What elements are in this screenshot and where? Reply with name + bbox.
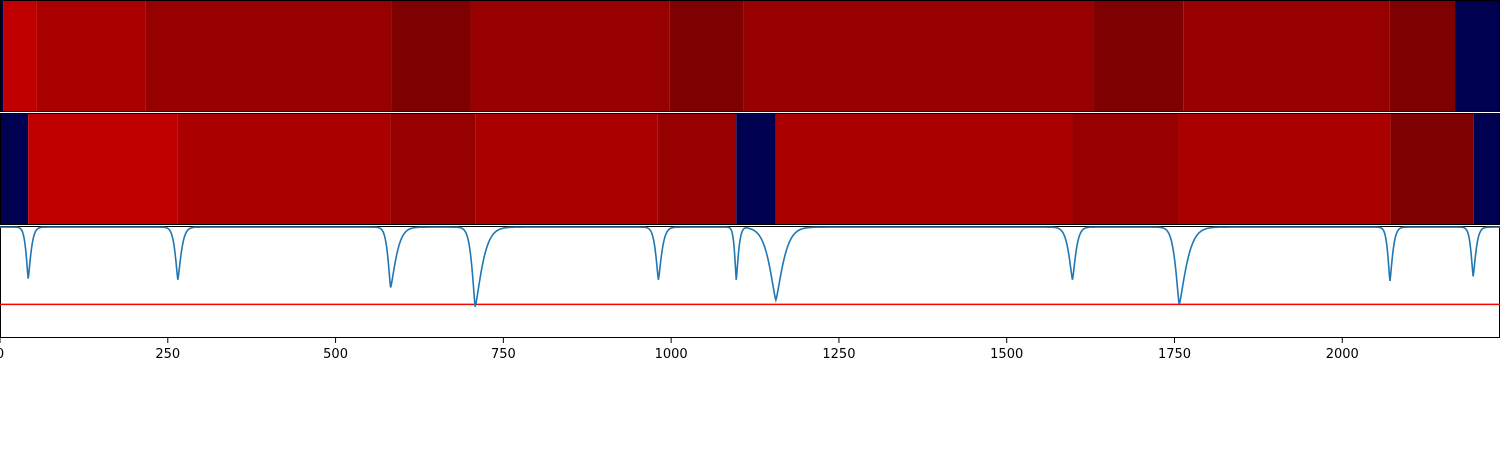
line-panel-frame: [0, 226, 1500, 338]
middle-heatmap-cell-8: [1072, 113, 1179, 225]
x-tick-label-250: 250: [155, 347, 180, 362]
middle-heatmap-cell-4: [475, 113, 658, 225]
x-axis: 0 250 500 750 1000 1250 1500 1750 2000: [0, 338, 1359, 362]
top-heatmap-cell-10: [1389, 0, 1456, 112]
x-tick-label-1000: 1000: [655, 347, 688, 362]
middle-heatmap-cell-0: [0, 113, 29, 225]
x-tick-label-0: 0: [0, 347, 4, 362]
top-heatmap-cell-2: [36, 0, 146, 112]
top-heatmap-cell-8: [1093, 0, 1184, 112]
top-heatmap-cell-7: [743, 0, 1094, 112]
middle-heatmap-cell-1: [28, 113, 178, 225]
middle-heatmap-cell-3: [390, 113, 476, 225]
top-heatmap-cell-11: [1455, 0, 1500, 112]
middle-heatmap-cell-10: [1390, 113, 1474, 225]
middle-heatmap-cell-11: [1473, 113, 1500, 225]
x-tick-label-2000: 2000: [1326, 347, 1359, 362]
middle-heatmap-panel: [0, 113, 1500, 225]
top-heatmap-cell-1: [3, 0, 37, 112]
x-tick-label-750: 750: [491, 347, 516, 362]
line-plot-panel: [0, 226, 1500, 338]
top-heatmap-panel: [0, 0, 1500, 112]
middle-heatmap-cell-7: [775, 113, 1073, 225]
series-line: [0, 226, 1500, 307]
top-heatmap-cell-3: [145, 0, 392, 112]
middle-heatmap-cell-9: [1178, 113, 1391, 225]
middle-heatmap-cell-6: [736, 113, 776, 225]
x-tick-label-500: 500: [323, 347, 348, 362]
top-heatmap-cell-5: [470, 0, 670, 112]
top-heatmap-cell-0: [0, 0, 4, 112]
x-tick-label-1500: 1500: [990, 347, 1023, 362]
x-tick-label-1750: 1750: [1158, 347, 1191, 362]
top-heatmap-cell-6: [669, 0, 744, 112]
top-heatmap-cell-4: [391, 0, 471, 112]
top-heatmap-cell-9: [1183, 0, 1390, 112]
middle-heatmap-cell-2: [177, 113, 391, 225]
x-tick-label-1250: 1250: [822, 347, 855, 362]
middle-heatmap-cell-5: [657, 113, 737, 225]
